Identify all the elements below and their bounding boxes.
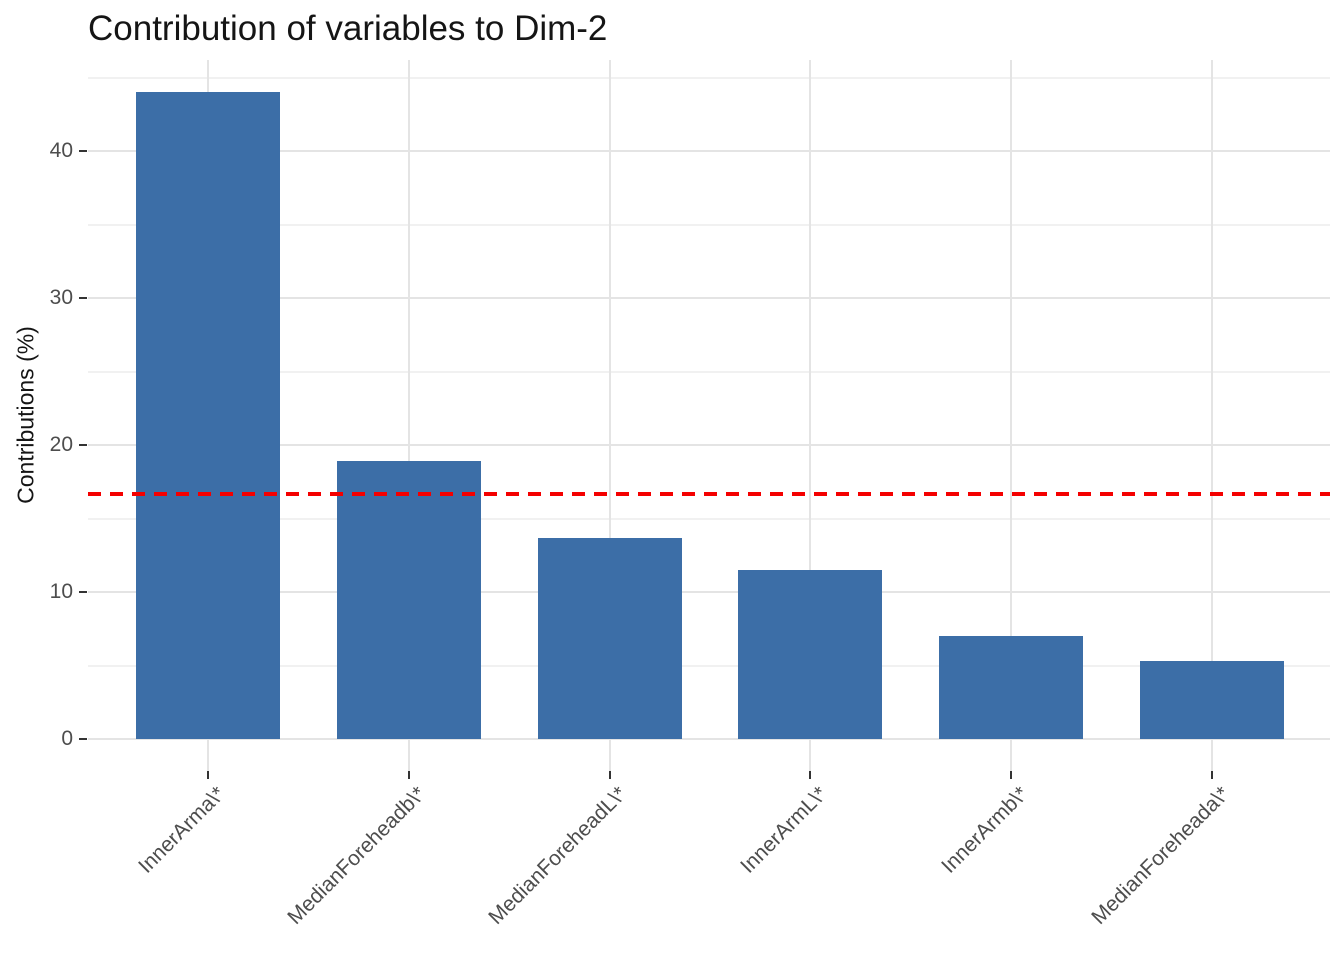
gridline-minor-y xyxy=(88,664,1330,667)
x-tick xyxy=(207,771,209,779)
y-tick-label: 30 xyxy=(49,286,73,309)
y-tick-label: 40 xyxy=(49,139,73,162)
gridline-minor-y xyxy=(88,517,1330,520)
gridline-major-x xyxy=(608,60,611,771)
y-tick-label: 0 xyxy=(61,727,73,750)
x-tick xyxy=(1211,771,1213,779)
bar xyxy=(136,92,280,739)
gridline-minor-y xyxy=(88,76,1330,79)
bar xyxy=(738,569,883,739)
x-tick xyxy=(407,771,410,779)
x-tick xyxy=(809,771,812,779)
y-tick xyxy=(79,297,87,299)
chart-title: Contribution of variables to Dim-2 xyxy=(88,9,608,48)
y-tick xyxy=(79,591,87,593)
gridline-major-x xyxy=(407,60,410,771)
bar xyxy=(939,636,1084,739)
y-axis-title: Contributions (%) xyxy=(12,326,39,504)
gridline-major-y xyxy=(88,591,1330,593)
x-tick-label: InnerArmb\* xyxy=(937,782,1033,878)
y-tick xyxy=(79,150,87,152)
x-tick-label: InnerArma\* xyxy=(134,782,230,878)
gridline-minor-y xyxy=(88,223,1330,226)
y-tick xyxy=(79,738,87,740)
x-tick-label: MedianForeheadL\* xyxy=(484,782,632,929)
gridline-major-x xyxy=(1211,60,1213,771)
gridline-major-y xyxy=(88,150,1330,152)
x-tick xyxy=(1010,771,1013,779)
gridline-major-y xyxy=(88,444,1330,446)
gridline-major-y xyxy=(88,738,1330,740)
y-tick-label: 20 xyxy=(49,433,73,456)
gridline-major-x xyxy=(809,60,812,771)
x-tick xyxy=(608,771,611,779)
x-tick-label: InnerArmL\* xyxy=(736,782,832,878)
y-tick-label: 10 xyxy=(49,580,73,603)
y-tick xyxy=(79,444,87,446)
x-tick-label: MedianForeheada\* xyxy=(1086,782,1234,929)
average-contribution-line xyxy=(88,491,1330,496)
gridline-minor-y xyxy=(88,370,1330,373)
gridline-major-x xyxy=(1010,60,1013,771)
bar xyxy=(336,461,481,739)
bar xyxy=(1140,661,1284,739)
gridline-major-y xyxy=(88,297,1330,299)
bar xyxy=(537,537,682,739)
x-tick-label: MedianForeheadb\* xyxy=(283,782,431,929)
